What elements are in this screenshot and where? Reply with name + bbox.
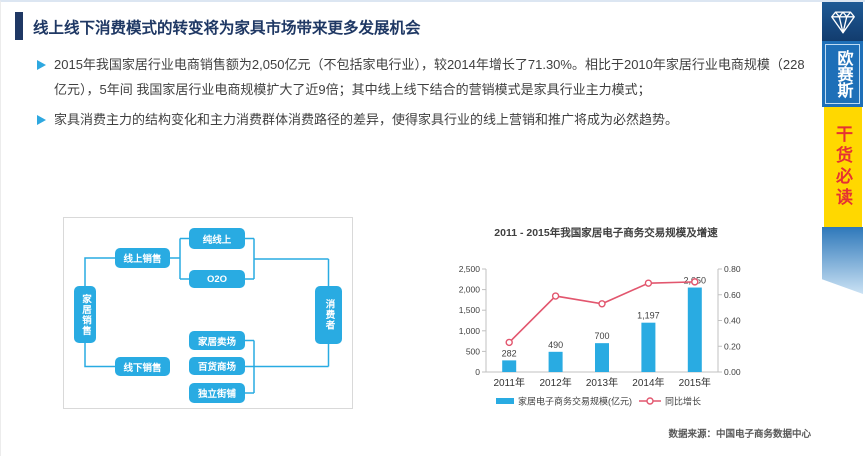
page-title: 线上线下消费模式的转变将为家具市场带来更多发展机会 [33, 20, 421, 37]
sales-channel-diagram: 家居销售 线上销售 纯线上 O2O 线下销售 家居卖场 百货商场 独立街铺 消费… [63, 217, 353, 409]
diagram-node-online-sales: 线上销售 [115, 248, 170, 268]
svg-text:0.60: 0.60 [724, 290, 741, 300]
ribbon-logo-block [822, 2, 863, 41]
svg-text:0.80: 0.80 [724, 264, 741, 274]
diagram-node-source: 家居销售 [74, 286, 96, 343]
svg-text:0.20: 0.20 [724, 341, 741, 351]
diagram-connectors [84, 237, 330, 394]
brand-ribbon: 欧赛斯 干货必读 [822, 2, 863, 294]
diagram-node-offline-sales: 线下销售 [115, 357, 170, 376]
svg-text:2,000: 2,000 [459, 285, 481, 295]
svg-text:0.40: 0.40 [724, 316, 741, 326]
bullet-text: 家具消费主力的结构变化和主力消费群体消费路径的差异，使得家具行业的线上营销和推广… [54, 112, 679, 127]
svg-text:2013年: 2013年 [586, 376, 618, 389]
svg-text:2011年: 2011年 [493, 376, 525, 389]
svg-text:同比增长: 同比增长 [665, 396, 701, 407]
chart-title: 2011 - 2015年我国家居电子商务交易规模及增速 [494, 227, 718, 239]
svg-text:500: 500 [466, 346, 480, 356]
ecommerce-scale-growth-chart: 0 500 1,000 1,500 2,000 2,500 0.00 0.20 0.40 0.60… [459, 264, 741, 407]
svg-text:1,000: 1,000 [459, 326, 481, 336]
svg-text:2015年: 2015年 [679, 376, 711, 389]
svg-text:2014年: 2014年 [632, 376, 664, 389]
svg-text:0.00: 0.00 [724, 367, 741, 377]
svg-text:1,500: 1,500 [459, 305, 481, 315]
svg-text:1,197: 1,197 [637, 311, 660, 321]
svg-text:282: 282 [502, 348, 517, 358]
diagram-node-pure-online: 纯线上 [189, 228, 245, 249]
diagram-node-consumer: 消费者 [315, 286, 342, 344]
ribbon-brand-block: 欧赛斯 [822, 41, 863, 107]
bullet-item: 家具消费主力的结构变化和主力消费群体消费路径的差异，使得家具行业的线上营销和推广… [37, 107, 809, 132]
diamond-icon [830, 11, 855, 34]
svg-text:2,500: 2,500 [459, 264, 481, 274]
bullet-list: 2015年我国家居行业电商销售额为2,050亿元（不包括家电行业），较2014年… [37, 52, 809, 137]
diagram-node-street-shop: 独立街铺 [189, 383, 245, 403]
diagram-node-furniture-mall: 家居卖场 [189, 331, 245, 350]
svg-text:490: 490 [548, 340, 563, 350]
bullet-arrow-icon [37, 60, 46, 70]
svg-text:家居电子商务交易规模(亿元): 家居电子商务交易规模(亿元) [518, 396, 632, 407]
brand-name: 欧赛斯 [825, 44, 860, 104]
title-accent-bar [15, 12, 23, 40]
diagram-node-department-store: 百货商场 [189, 357, 245, 375]
svg-text:2012年: 2012年 [539, 376, 571, 389]
data-source-note: 数据来源：中国电子商务数据中心 [668, 429, 811, 440]
bullet-text: 2015年我国家居行业电商销售额为2,050亿元（不包括家电行业），较2014年… [54, 57, 805, 97]
ribbon-tagline: 干货必读 [823, 107, 862, 227]
diagram-node-o2o: O2O [189, 270, 245, 288]
svg-text:700: 700 [594, 331, 609, 341]
bullet-arrow-icon [37, 115, 46, 125]
bullet-item: 2015年我国家居行业电商销售额为2,050亿元（不包括家电行业），较2014年… [37, 52, 809, 102]
svg-text:0: 0 [475, 367, 480, 377]
ribbon-tail [822, 227, 863, 294]
